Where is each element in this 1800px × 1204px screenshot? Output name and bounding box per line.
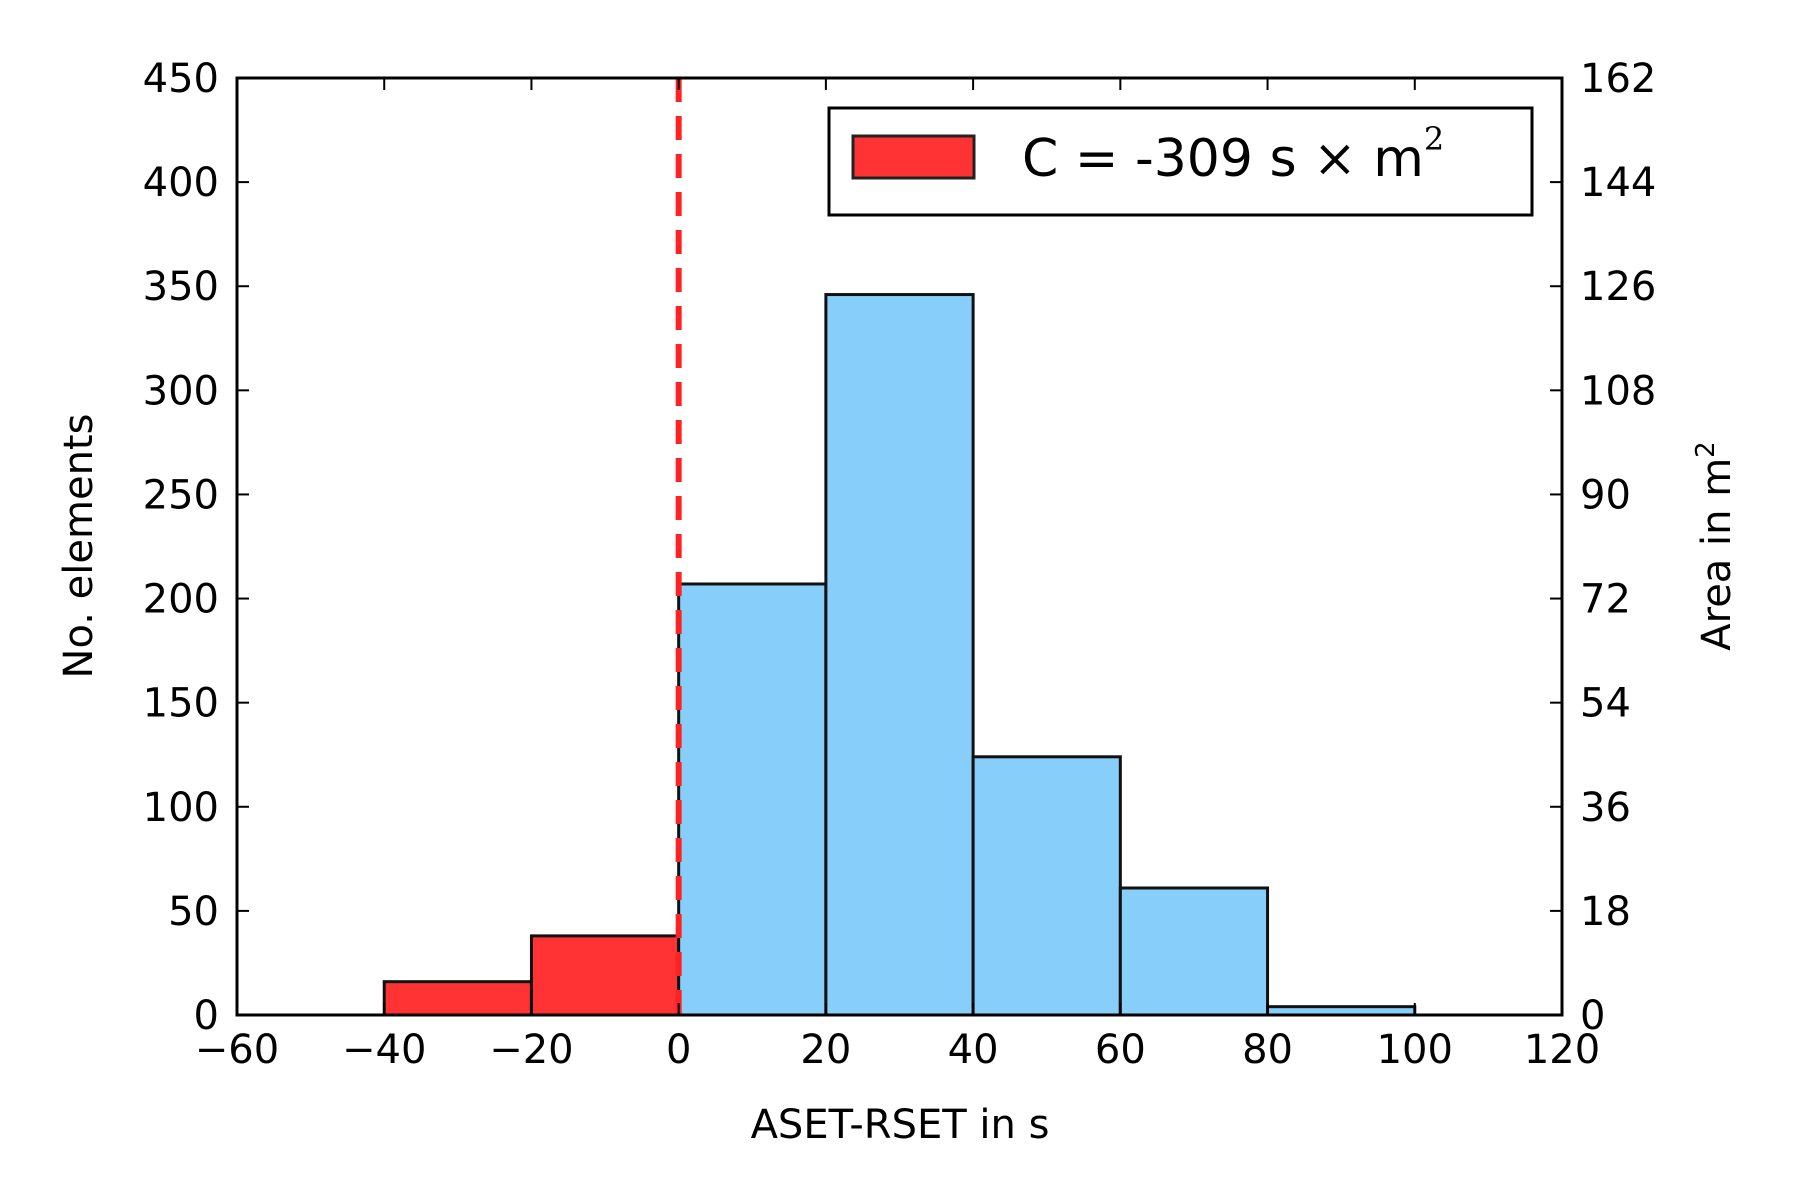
y-tick-label-right-0: 0 <box>1580 993 1605 1039</box>
plot-frame <box>235 76 1564 1017</box>
y-axis-label-left: No. elements <box>56 414 102 679</box>
x-tick-label-0: −60 <box>195 1027 279 1073</box>
histogram-bar-0 <box>382 980 533 1017</box>
x-tick-label-2: −20 <box>489 1027 573 1073</box>
legend: C = -309 s × m2 <box>827 106 1534 217</box>
y-tick-label-right-4: 72 <box>1580 577 1631 623</box>
y-tick-label-left-1: 50 <box>168 889 219 935</box>
legend-label: C = -309 s × m2 <box>1022 120 1444 189</box>
histogram-bar-3 <box>824 293 975 1017</box>
x-tick-label-8: 100 <box>1377 1027 1453 1073</box>
y-tick-label-right-5: 90 <box>1580 472 1631 518</box>
y-tick-label-right-1: 18 <box>1580 889 1631 935</box>
y-tick-label-left-2: 100 <box>143 785 219 831</box>
y-tick-label-left-5: 250 <box>143 472 219 518</box>
legend-label-unit: m <box>1357 129 1424 189</box>
y-axis-label-right-text: Area in m <box>1694 458 1740 651</box>
x-tick-label-6: 60 <box>1095 1027 1146 1073</box>
y-tick-label-right-3: 54 <box>1580 681 1631 727</box>
x-tick-label-4: 20 <box>800 1027 851 1073</box>
y-axis-label-right: Area in m2 <box>1691 441 1740 650</box>
legend-label-sup: 2 <box>1424 120 1444 158</box>
x-axis-label: ASET-RSET in s <box>751 1102 1050 1148</box>
histogram-bar-5 <box>1118 886 1270 1017</box>
ticks-layer <box>236 77 1563 1016</box>
y-tick-label-right-9: 162 <box>1580 56 1656 102</box>
y-tick-label-left-6: 300 <box>143 368 219 414</box>
y-tick-label-right-2: 36 <box>1580 785 1631 831</box>
histogram-bar-4 <box>971 755 1122 1017</box>
x-tick-label-3: 0 <box>666 1027 691 1073</box>
y-tick-label-right-6: 108 <box>1580 368 1656 414</box>
legend-label-prefix: C = -309 s <box>1022 129 1313 189</box>
x-tick-label-5: 40 <box>948 1027 999 1073</box>
legend-swatch <box>851 134 976 180</box>
y-tick-label-left-9: 450 <box>143 56 219 102</box>
x-tick-label-7: 80 <box>1242 1027 1293 1073</box>
y-tick-label-left-8: 400 <box>143 160 219 206</box>
y-tick-label-right-7: 126 <box>1580 264 1656 310</box>
histogram-bar-1 <box>529 934 681 1017</box>
bars-layer <box>382 293 1417 1017</box>
histogram-bar-2 <box>677 582 828 1017</box>
y-tick-label-left-0: 0 <box>194 993 219 1039</box>
y-tick-label-left-3: 150 <box>143 681 219 727</box>
x-tick-label-1: −40 <box>342 1027 426 1073</box>
y-axis-label-right-sup: 2 <box>1691 441 1721 458</box>
y-tick-label-right-8: 144 <box>1580 160 1656 206</box>
tick-labels-layer: −60 −40 −20 0 20 40 60 80 100 1200501001502002503… <box>143 56 1657 1073</box>
legend-label-times: × <box>1313 129 1357 189</box>
x-tick-label-9: 120 <box>1524 1027 1600 1073</box>
y-tick-label-left-7: 350 <box>143 264 219 310</box>
y-tick-label-left-4: 200 <box>143 577 219 623</box>
